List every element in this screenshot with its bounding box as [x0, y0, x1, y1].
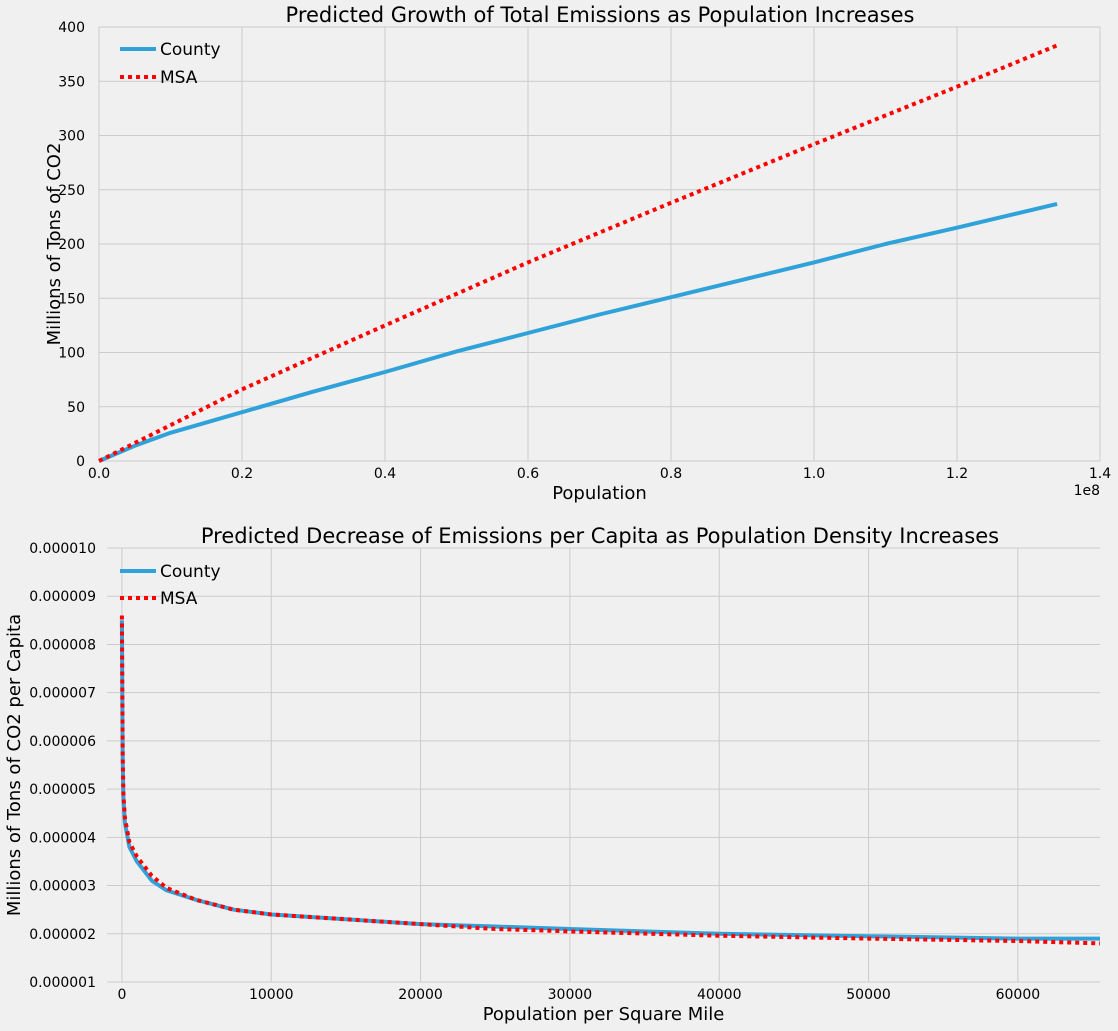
y-tick-label: 0.000005 [29, 782, 96, 798]
x-tick-label: 1.4 [1089, 466, 1111, 482]
x-axis-label: Population per Square Mile [483, 1004, 725, 1025]
series-line-msa [98, 43, 1058, 463]
series-line-county [119, 620, 1100, 941]
x-tick-label: 1.0 [803, 466, 825, 482]
series-line-msa [119, 615, 1101, 946]
y-tick-label: 0.000006 [29, 734, 96, 750]
y-tick-label: 0.000007 [29, 686, 96, 702]
x-tick-label: 0 [117, 987, 126, 1003]
y-tick-label: 350 [58, 74, 85, 90]
y-tick-label: 100 [58, 346, 85, 362]
x-tick-label: 1.2 [946, 466, 968, 482]
x-tick-label: 60000 [996, 987, 1041, 1003]
y-tick-label: 400 [58, 20, 85, 36]
series-line-county [98, 201, 1058, 463]
y-tick-label: 0.000010 [29, 541, 96, 557]
x-tick-label: 50000 [846, 987, 891, 1003]
y-tick-label: 0.000003 [29, 879, 96, 895]
x-tick-label: 0.2 [231, 466, 253, 482]
y-axis-label: Millions of Tons of CO2 per Capita [4, 614, 25, 916]
legend-label-msa: MSA [160, 68, 198, 88]
y-tick-label: 0.000004 [29, 830, 96, 846]
x-tick-label: 0.6 [517, 466, 539, 482]
y-tick-label: 0.000008 [29, 637, 96, 653]
chart-title: Predicted Decrease of Emissions per Capi… [201, 524, 999, 548]
x-tick-label: 0.4 [374, 466, 396, 482]
x-tick-label: 20000 [398, 987, 443, 1003]
chart-emissions-per-capita: 0 10000 20000 30000 40000 50000 60000 0.000001 0… [4, 524, 1101, 1025]
y-tick-label: 0.000002 [29, 927, 96, 943]
x-offset-label: 1e8 [1074, 483, 1100, 499]
y-tick-label: 0 [76, 454, 85, 470]
chart-total-emissions: 0.0 0.2 0.4 0.6 0.8 1.0 1.2 1.4 0 50 100 150 200 250 3… [44, 3, 1111, 504]
y-tick-label: 300 [58, 129, 85, 145]
x-tick-label: 0.0 [88, 466, 110, 482]
x-tick-label: 0.8 [660, 466, 682, 482]
x-axis-label: Population [552, 483, 647, 504]
y-axis-label: Millions of Tons of CO2 [44, 143, 65, 346]
x-tick-label: 30000 [548, 987, 593, 1003]
x-tick-label: 10000 [249, 987, 294, 1003]
y-tick-label: 200 [58, 237, 85, 253]
y-tick-label: 0.000009 [29, 589, 96, 605]
legend-label-county: County [160, 40, 221, 60]
y-tick-label: 50 [67, 400, 85, 416]
chart-title: Predicted Growth of Total Emissions as P… [286, 3, 915, 27]
legend-label-msa: MSA [160, 589, 198, 609]
y-tick-label: 150 [58, 291, 85, 307]
legend-label-county: County [160, 562, 221, 582]
y-tick-label: 0.000001 [29, 975, 96, 991]
x-tick-label: 40000 [697, 987, 742, 1003]
y-tick-label: 250 [58, 183, 85, 199]
